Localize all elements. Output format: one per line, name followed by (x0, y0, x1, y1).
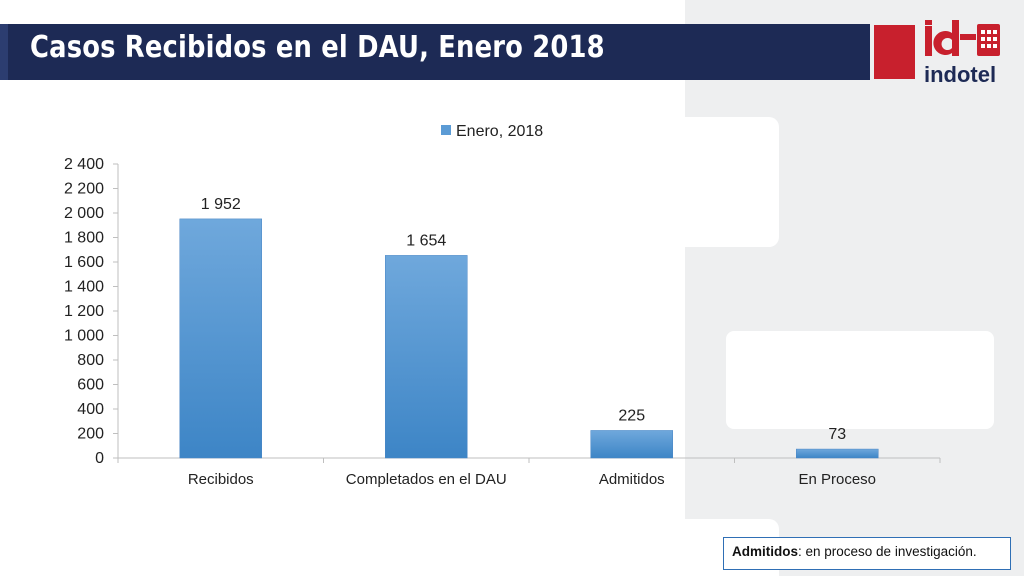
legend-label: Enero, 2018 (456, 123, 543, 140)
y-tick-label: 1 800 (64, 230, 104, 247)
x-category-label: Admitidos (599, 471, 665, 488)
y-tick-label: 0 (95, 450, 104, 467)
decorative-side-panel (685, 0, 1024, 576)
title-bar (0, 24, 870, 80)
x-category-label: En Proceso (798, 471, 876, 488)
y-tick-label: 1 400 (64, 279, 104, 296)
y-tick-label: 2 000 (64, 205, 104, 222)
bar-admitidos (590, 430, 673, 459)
decorative-cutout (726, 331, 994, 429)
logo-red-block (874, 25, 915, 79)
bar-completados-en-el-dau (385, 255, 468, 459)
data-label: 1 952 (201, 196, 241, 213)
y-tick-label: 800 (77, 352, 104, 369)
y-tick-label: 2 400 (64, 156, 104, 173)
y-tick-label: 1 600 (64, 254, 104, 271)
x-category-label: Completados en el DAU (346, 471, 507, 488)
y-tick-label: 1 200 (64, 303, 104, 320)
decorative-cutout (685, 117, 779, 247)
footnote-term: Admitidos (732, 544, 798, 559)
slide-title: Casos Recibidos en el DAU, Enero 2018 (30, 30, 605, 65)
logo-wordmark: indotel (924, 62, 996, 87)
y-tick-label: 600 (77, 377, 104, 394)
legend-swatch (441, 125, 451, 135)
y-tick-label: 1 000 (64, 328, 104, 345)
bar-en-proceso (796, 448, 879, 459)
y-tick-label: 400 (77, 401, 104, 418)
y-tick-label: 2 200 (64, 181, 104, 198)
title-accent (0, 24, 8, 80)
indotel-logo: indotel (924, 20, 1000, 87)
data-label: 73 (828, 426, 846, 443)
data-label: 1 654 (406, 232, 446, 249)
footnote-definition: : en proceso de investigación. (798, 544, 977, 559)
x-category-label: Recibidos (188, 471, 254, 488)
bar-recibidos (179, 218, 262, 459)
y-tick-label: 200 (77, 426, 104, 443)
data-label: 225 (618, 407, 645, 424)
footnote-box: Admitidos: en proceso de investigación. (723, 537, 1011, 570)
